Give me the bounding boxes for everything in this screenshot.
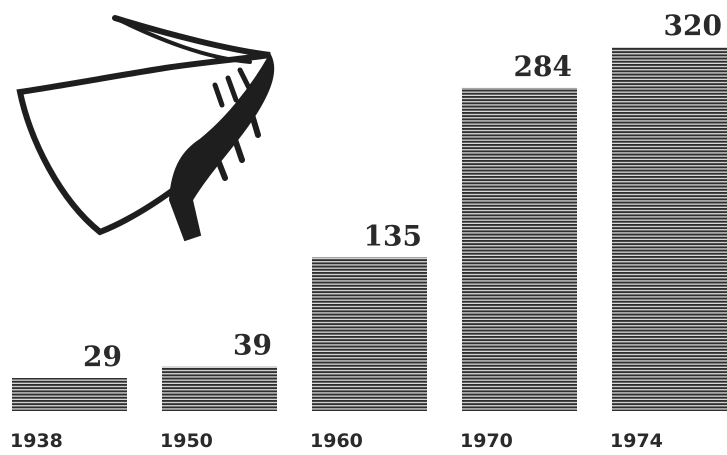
- bar: [12, 378, 127, 411]
- x-tick-label: 1938: [10, 430, 63, 452]
- x-tick-label: 1970: [460, 430, 513, 452]
- x-tick-label: 1974: [610, 430, 663, 452]
- value-label: 135: [364, 219, 422, 252]
- value-label: 39: [233, 329, 272, 362]
- value-label: 320: [664, 9, 722, 42]
- bar: [462, 87, 577, 411]
- x-tick-label: 1950: [160, 430, 213, 452]
- bar: [612, 47, 727, 411]
- bar: [312, 257, 427, 411]
- illustration: [16, 15, 275, 242]
- bar: [162, 366, 277, 411]
- value-label: 29: [83, 340, 122, 373]
- x-tick-label: 1960: [310, 430, 363, 452]
- value-label: 284: [514, 50, 572, 83]
